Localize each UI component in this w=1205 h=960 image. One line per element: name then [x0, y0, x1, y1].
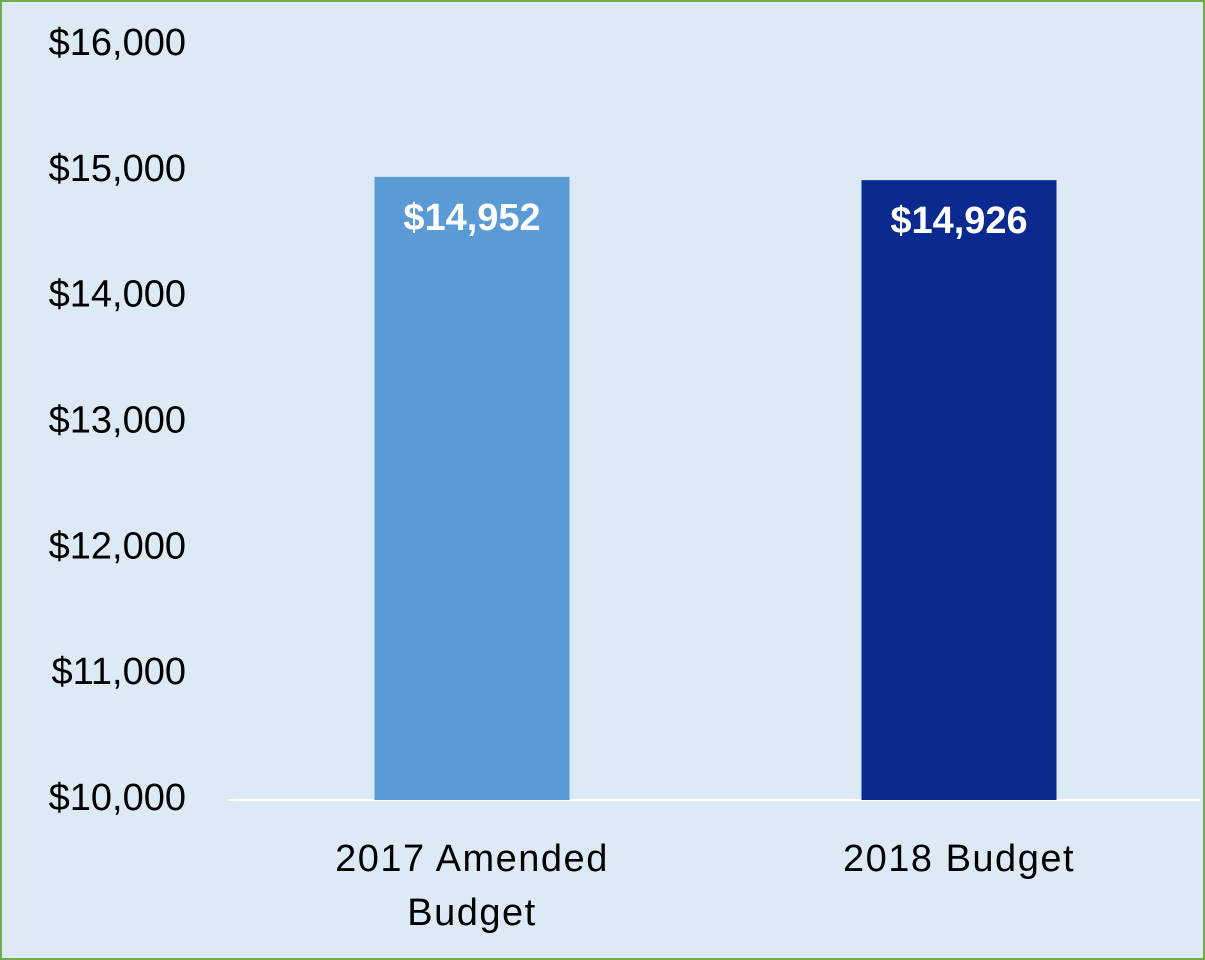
y-tick-label: $11,000 [51, 651, 186, 693]
y-tick-label: $16,000 [49, 22, 186, 64]
bar [861, 180, 1057, 800]
value-label: $14,926 [890, 200, 1027, 242]
y-tick-label: $12,000 [49, 525, 186, 567]
value-label: $14,952 [403, 197, 540, 239]
y-tick-label: $13,000 [49, 400, 186, 442]
y-tick-label: $14,000 [49, 274, 186, 316]
y-tick-label: $15,000 [49, 148, 186, 190]
x-tick-label: 2017 Amended Budget [335, 838, 609, 934]
x-tick-label: 2018 Budget [842, 838, 1076, 880]
y-tick-label: $10,000 [49, 777, 186, 819]
bar [374, 176, 570, 800]
